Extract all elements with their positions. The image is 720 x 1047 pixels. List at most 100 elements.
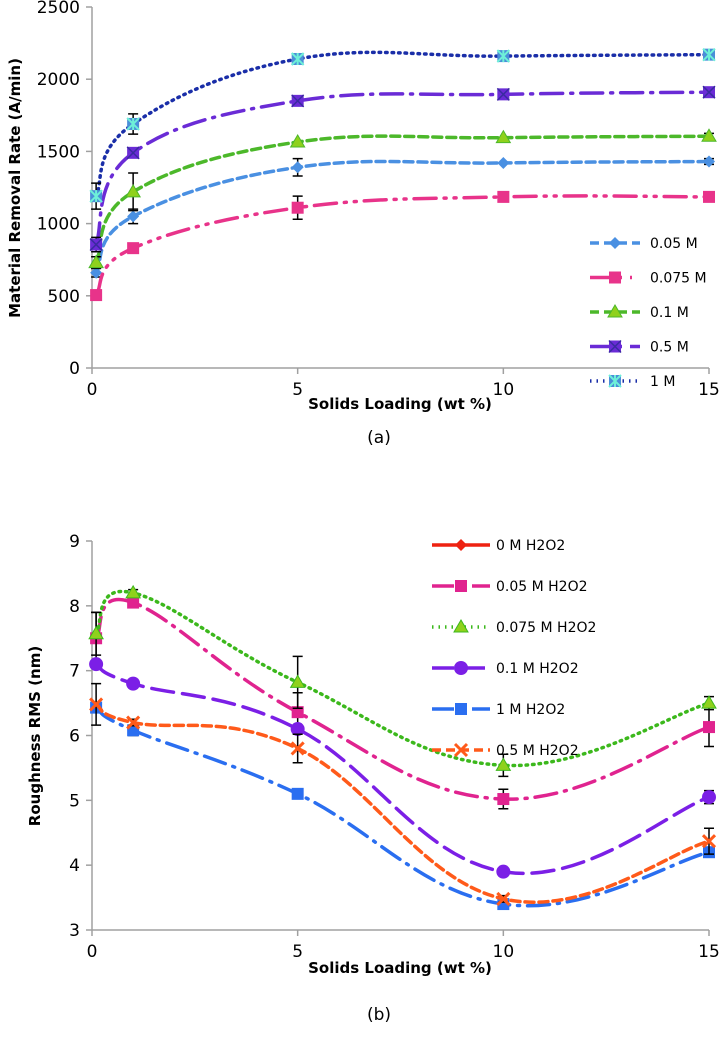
y-tick-label: 500 bbox=[48, 287, 80, 307]
x-tick-label: 5 bbox=[292, 942, 303, 962]
data-point bbox=[291, 706, 304, 719]
legend-entry: 1 M H2O2 bbox=[432, 702, 565, 718]
legend-entry: 0 M H2O2 bbox=[432, 538, 565, 554]
y-tick-label: 3 bbox=[69, 921, 80, 941]
legend-label: 1 M H2O2 bbox=[496, 702, 565, 718]
legend-label: 0.1 M bbox=[650, 305, 689, 321]
legend-marker bbox=[455, 703, 467, 715]
y-tick-label: 0 bbox=[69, 359, 80, 379]
series-line bbox=[94, 50, 711, 198]
series-0-1-m-h2o2 bbox=[89, 657, 716, 879]
series-0-075-m bbox=[90, 190, 715, 302]
series-line bbox=[94, 662, 711, 875]
data-point-star bbox=[290, 52, 305, 66]
legend-marker bbox=[455, 580, 467, 592]
y-tick-label: 6 bbox=[69, 727, 80, 747]
y-tick-label: 1000 bbox=[37, 215, 80, 235]
legend-label: 0.05 M bbox=[650, 236, 698, 252]
series-0-5-m bbox=[89, 85, 716, 253]
data-point bbox=[88, 254, 104, 269]
data-point bbox=[89, 657, 104, 672]
legend-marker-cross bbox=[608, 339, 622, 354]
data-point bbox=[90, 266, 103, 279]
data-point bbox=[496, 891, 511, 906]
x-tick-label: 0 bbox=[87, 942, 98, 962]
legend-entry: 0.5 M bbox=[590, 340, 689, 356]
data-point bbox=[701, 128, 717, 142]
data-point-cross bbox=[291, 94, 305, 108]
data-point bbox=[291, 201, 304, 214]
data-point bbox=[701, 695, 717, 709]
series-line bbox=[94, 702, 711, 904]
data-point-cross bbox=[126, 146, 140, 160]
series-line bbox=[94, 159, 711, 275]
data-point bbox=[703, 155, 715, 168]
series-1-m bbox=[89, 47, 716, 210]
data-point-star bbox=[89, 189, 103, 203]
data-point-star bbox=[702, 47, 716, 62]
data-point bbox=[127, 210, 140, 223]
data-point bbox=[289, 674, 306, 688]
data-point bbox=[703, 721, 715, 734]
y-tick-label: 4 bbox=[69, 856, 80, 876]
chart-b-caption: (b) bbox=[367, 1005, 391, 1025]
data-point bbox=[289, 134, 306, 148]
series-1-m-h2o2 bbox=[90, 701, 715, 911]
legend-entry: 0.075 M bbox=[590, 271, 707, 287]
series-line bbox=[94, 598, 711, 801]
series-0-075-m-h2o2 bbox=[88, 584, 717, 778]
data-point bbox=[497, 156, 510, 169]
series-0-1-m bbox=[88, 128, 717, 270]
y-tick-label: 2500 bbox=[37, 0, 80, 18]
chart-a-caption: (a) bbox=[367, 428, 391, 448]
legend-label: 0.075 M H2O2 bbox=[496, 620, 596, 636]
data-point bbox=[125, 584, 142, 599]
legend-marker bbox=[455, 539, 467, 551]
data-point bbox=[496, 864, 511, 879]
data-point bbox=[703, 190, 715, 203]
data-point-star bbox=[496, 49, 511, 63]
data-point bbox=[290, 741, 305, 756]
legend-marker bbox=[609, 271, 621, 284]
series-line bbox=[94, 90, 711, 247]
data-point bbox=[127, 596, 140, 609]
legend-label: 0.05 M H2O2 bbox=[496, 579, 588, 595]
chart-b-xlabel: Solids Loading (wt %) bbox=[308, 959, 492, 977]
legend-entry: 0.5 M H2O2 bbox=[432, 742, 579, 759]
y-tick-label: 7 bbox=[69, 662, 80, 682]
data-point bbox=[701, 834, 717, 849]
legend-label: 0.5 M H2O2 bbox=[496, 743, 579, 759]
data-point bbox=[88, 625, 104, 640]
legend-entry: 0.075 M H2O2 bbox=[432, 619, 596, 636]
series-line bbox=[94, 589, 711, 768]
data-point bbox=[497, 793, 510, 806]
data-point bbox=[290, 722, 305, 737]
data-point bbox=[495, 129, 512, 144]
legend-marker bbox=[453, 742, 469, 758]
y-tick-label: 2000 bbox=[37, 70, 80, 90]
data-point bbox=[291, 787, 304, 800]
data-point bbox=[125, 183, 142, 198]
y-tick-label: 5 bbox=[69, 791, 80, 811]
legend-label: 1 M bbox=[650, 374, 675, 390]
x-tick-label: 10 bbox=[493, 380, 515, 400]
legend-entry: 0.1 M bbox=[590, 304, 689, 321]
x-tick-label: 15 bbox=[698, 380, 720, 400]
legend-marker-star bbox=[608, 374, 622, 388]
chart-a-material-removal-rate: Material Removal Rate (A/min) Solids Loa… bbox=[6, 0, 720, 448]
y-tick-label: 1500 bbox=[37, 142, 80, 162]
data-point-star bbox=[126, 117, 140, 131]
legend-label: 0.075 M bbox=[650, 271, 707, 287]
legend-label: 0.1 M H2O2 bbox=[496, 661, 579, 677]
legend-marker bbox=[607, 304, 623, 318]
data-point bbox=[90, 289, 103, 302]
data-point-cross bbox=[702, 85, 716, 99]
series-0-5-m-h2o2 bbox=[89, 682, 717, 906]
data-point bbox=[497, 190, 510, 203]
data-point-cross bbox=[496, 87, 510, 101]
data-point-cross bbox=[89, 238, 103, 252]
x-tick-label: 5 bbox=[292, 380, 303, 400]
legend-entry: 0.05 M H2O2 bbox=[432, 579, 588, 595]
legend-marker bbox=[609, 237, 621, 249]
